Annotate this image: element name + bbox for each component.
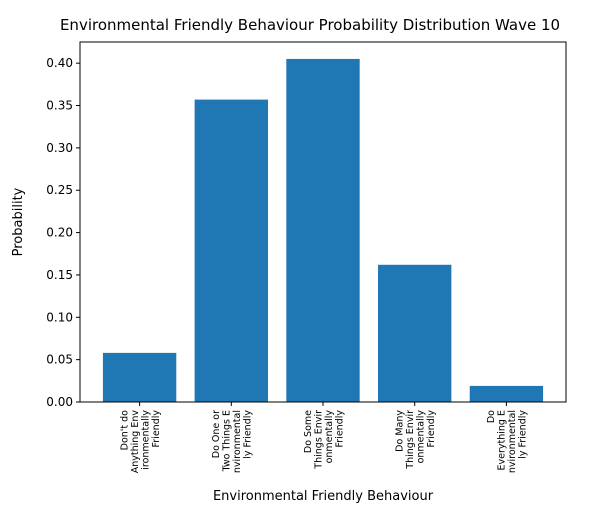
y-tick-label: 0.30 [46,141,73,155]
x-tick-label-line: Friendly [334,410,345,448]
x-tick-label-line: onmentally [324,410,335,464]
x-tick-label: Do ManyThings EnvironmentallyFriendly [394,410,437,470]
bar-3 [286,58,360,403]
y-tick-label: 0.00 [46,395,73,409]
x-tick-label-line: Don't do [119,410,130,451]
x-tick-label: Don't doAnything EnvironmentallyFriendly [119,410,162,474]
x-tick-label-line: Do [486,410,497,423]
y-tick-label: 0.40 [46,56,73,70]
x-tick-label-line: ironmentally [140,410,151,470]
y-tick-label: 0.15 [46,268,73,282]
x-tick-label-line: Do Some [303,410,314,453]
x-tick-label-line: Friendly [151,410,162,448]
x-tick-label-line: Do One or [211,410,222,458]
bar-2 [194,99,268,402]
x-axis: Don't doAnything EnvironmentallyFriendly… [119,402,529,474]
bars-group [102,58,544,403]
x-tick-label-line: nvironmental [507,410,518,473]
x-tick-label-line: onmentally [415,410,426,464]
x-tick-label-line: Anything Env [130,410,141,474]
y-tick-label: 0.25 [46,183,73,197]
y-axis: 0.00 0.05 0.10 0.15 0.20 0.25 0.30 0.35 0.40 [46,56,80,409]
x-tick-label: DoEverything Environmentally Friendly [486,410,529,473]
bar-4 [378,264,452,402]
bar-1 [102,352,177,402]
y-tick-label: 0.35 [46,99,73,113]
plot-area-frame [79,41,567,403]
y-tick-label: 0.05 [46,353,73,367]
x-tick-label-line: Things Envir [405,410,416,470]
y-tick-label: 0.10 [46,310,73,324]
bar-5 [469,385,544,402]
x-tick-label-line: Do Many [394,410,405,452]
x-tick-label-line: nvironmental [232,410,243,473]
x-tick-label-line: Two Things E [222,410,233,472]
x-tick-label-line: ly Friendly [518,410,529,459]
x-tick-label-line: Things Envir [313,410,324,470]
chart-title: Environmental Friendly Behaviour Probabi… [60,16,560,34]
x-tick-label-line: ly Friendly [243,410,254,459]
y-tick-label: 0.20 [46,226,73,240]
y-axis-label: Probability [11,187,26,256]
x-tick-label-line: Everything E [497,410,508,470]
x-tick-label-line: Friendly [426,410,437,448]
x-axis-label: Environmental Friendly Behaviour [213,489,434,504]
x-tick-label: Do One orTwo Things Environmentally Frie… [211,410,254,473]
x-tick-label: Do SomeThings EnvironmentallyFriendly [303,410,346,470]
